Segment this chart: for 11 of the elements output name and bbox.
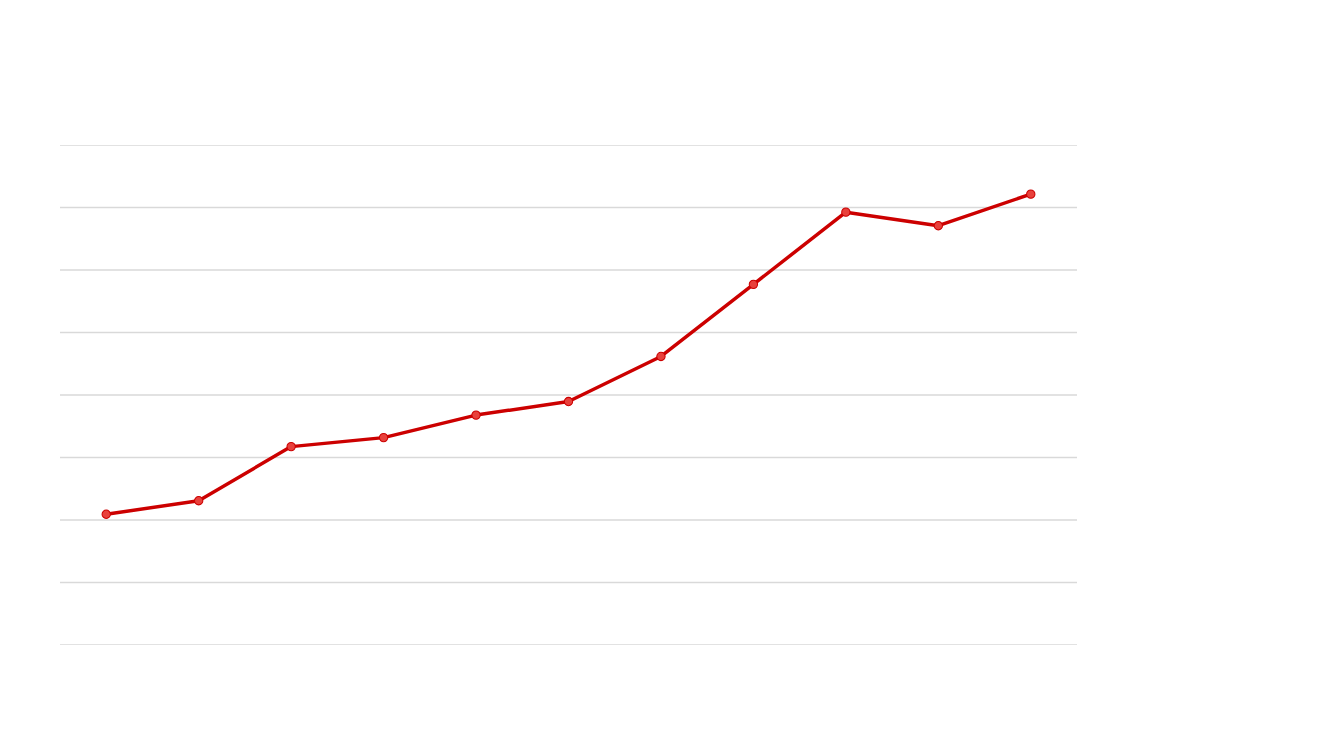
point xyxy=(286,441,296,452)
point xyxy=(471,410,481,420)
point xyxy=(933,221,943,231)
point xyxy=(563,396,574,407)
point xyxy=(1026,189,1036,199)
point xyxy=(194,496,204,506)
point xyxy=(378,432,389,443)
point xyxy=(101,509,111,519)
point xyxy=(748,279,759,289)
point xyxy=(656,351,666,362)
point xyxy=(841,207,851,217)
